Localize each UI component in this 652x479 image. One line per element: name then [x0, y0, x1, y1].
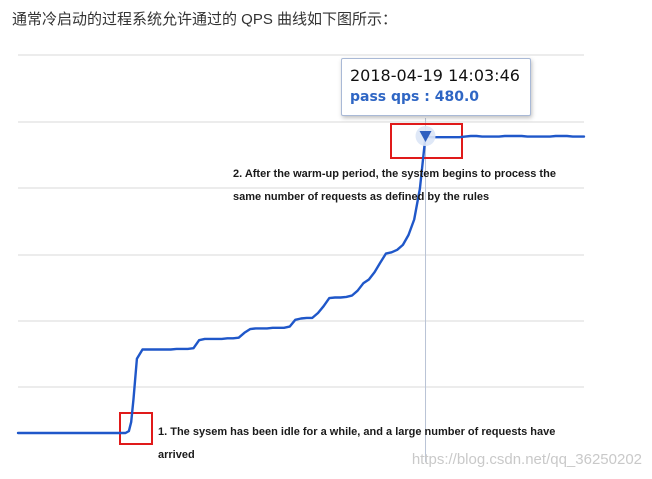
annotation-idle: 1. The sysem has been idle for a while, …	[158, 426, 556, 461]
annotation-warmup-done: 2. After the warm-up period, the system …	[233, 168, 556, 203]
tooltip: 2018-04-19 14:03:46 pass qps : 480.0	[341, 58, 531, 116]
intro-text: 通常冷启动的过程系统允许通过的 QPS 曲线如下图所示：	[12, 11, 398, 28]
tooltip-value: pass qps : 480.0	[350, 89, 480, 105]
hover-marker	[419, 131, 432, 142]
highlight-box-warmup-done	[390, 123, 463, 159]
highlight-box-idle	[119, 412, 153, 445]
pass-qps-line	[16, 134, 586, 435]
gridlines	[18, 54, 584, 388]
watermark: https://blog.csdn.net/qq_36250202	[411, 451, 642, 468]
highlight-boxes	[119, 123, 463, 445]
tooltip-datetime: 2018-04-19 14:03:46	[350, 66, 520, 85]
